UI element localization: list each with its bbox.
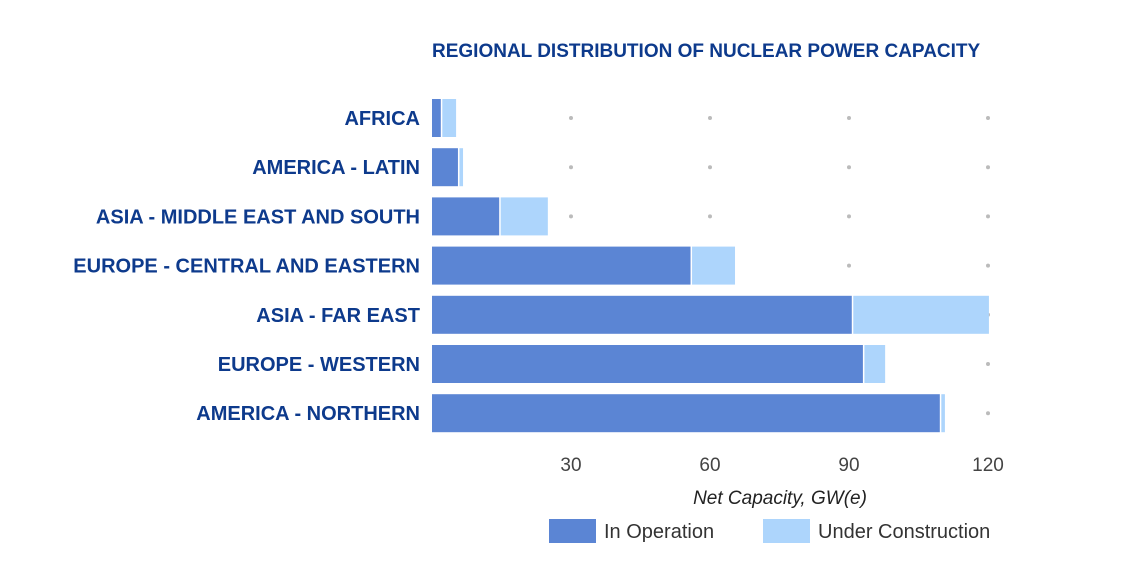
- legend-label-in-operation: In Operation: [604, 521, 714, 543]
- category-label: AFRICA: [344, 108, 420, 130]
- legend-label-under-construction: Under Construction: [818, 521, 990, 543]
- grid-dot: [986, 165, 990, 170]
- grid-dot: [986, 214, 990, 219]
- bar-under-construction: [500, 197, 548, 236]
- category-label: AMERICA - NORTHERN: [196, 403, 420, 425]
- bar-in-operation: [432, 394, 940, 433]
- grid-dot: [847, 263, 851, 268]
- category-label: EUROPE - CENTRAL AND EASTERN: [73, 256, 420, 278]
- x-tick-label: 60: [699, 455, 720, 476]
- x-tick-label: 30: [560, 455, 581, 476]
- bar-in-operation: [432, 99, 441, 137]
- chart-title: REGIONAL DISTRIBUTION OF NUCLEAR POWER C…: [432, 41, 981, 62]
- legend-swatch-under-construction: [763, 519, 810, 543]
- legend: In Operation Under Construction: [549, 519, 990, 543]
- grid-dot: [708, 165, 712, 170]
- bar-in-operation: [432, 197, 500, 236]
- x-tick-label: 120: [972, 455, 1004, 476]
- category-label: ASIA - MIDDLE EAST AND SOUTH: [96, 206, 420, 228]
- grid-dot: [708, 214, 712, 219]
- grid-dot: [986, 362, 990, 366]
- grid-dot: [847, 165, 851, 170]
- bar-in-operation: [432, 246, 691, 285]
- bar-under-construction: [864, 345, 886, 383]
- grid-dot: [986, 411, 990, 416]
- bar-under-construction: [853, 295, 989, 334]
- grid-dot: [569, 165, 573, 170]
- bar-under-construction: [692, 246, 736, 285]
- category-label: ASIA - FAR EAST: [256, 305, 420, 327]
- grid-dot: [847, 214, 851, 219]
- legend-swatch-in-operation: [549, 519, 596, 543]
- category-label: EUROPE - WESTERN: [218, 354, 420, 376]
- bar-under-construction: [459, 148, 464, 187]
- grid-dot: [708, 116, 712, 120]
- bar-under-construction: [941, 394, 945, 433]
- grid-dot: [569, 214, 573, 219]
- bar-in-operation: [432, 345, 863, 383]
- grid-dot: [569, 116, 573, 120]
- x-axis-label: Net Capacity, GW(e): [693, 488, 867, 509]
- grid-dot: [986, 116, 990, 120]
- grid-dot: [847, 116, 851, 120]
- x-tick-label: 90: [838, 455, 859, 476]
- bar-in-operation: [432, 295, 852, 334]
- bar-in-operation: [432, 148, 458, 187]
- bar-under-construction: [442, 99, 457, 137]
- grid-dot: [986, 263, 990, 268]
- category-label: AMERICA - LATIN: [252, 157, 420, 179]
